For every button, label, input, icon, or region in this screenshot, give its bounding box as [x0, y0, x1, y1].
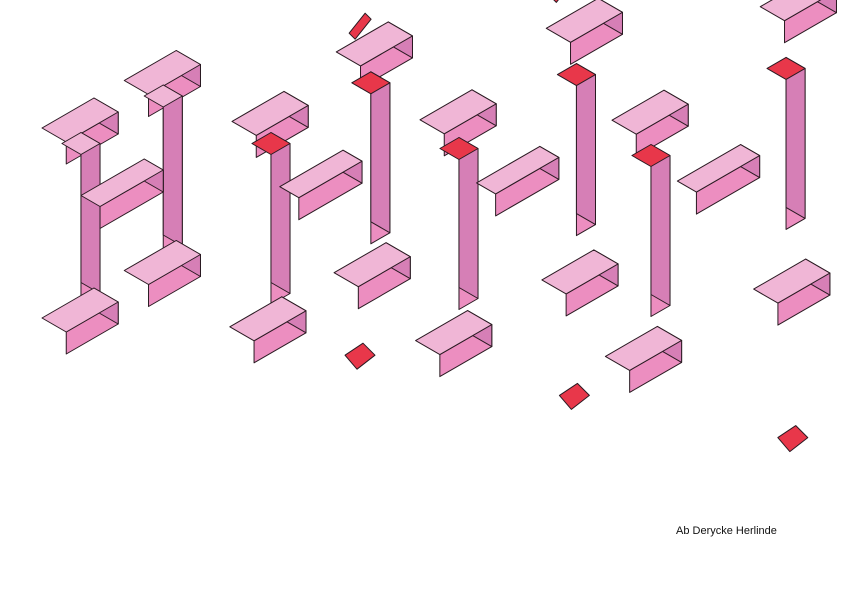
block-face-side [371, 72, 390, 233]
block-face-side [459, 138, 478, 299]
red-shard [778, 426, 808, 452]
letter-h-cracking [230, 13, 413, 369]
block-face-side [786, 57, 805, 218]
letter-h-splitting [416, 0, 623, 409]
block-face-side [81, 133, 100, 294]
block-face-side [271, 133, 290, 294]
block-face-side [576, 64, 595, 225]
red-shard [345, 343, 375, 369]
block-face-side [651, 145, 670, 306]
red-shard [559, 383, 589, 409]
letter-h-intact [42, 51, 200, 355]
red-shard [550, 0, 572, 2]
letter-h-shattered [605, 0, 836, 452]
author-credit: Ab Derycke Herlinde [676, 525, 777, 537]
block-face-side [163, 85, 182, 246]
